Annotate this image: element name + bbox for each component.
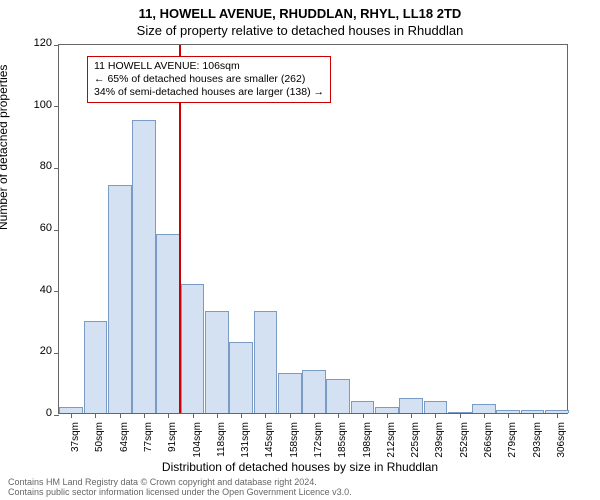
info-box-line-3: 34% of semi-detached houses are larger (… [94,86,324,99]
xtick-label: 104sqm [192,422,203,472]
xtick-label: 172sqm [313,422,324,472]
xtick-mark [435,413,436,418]
chart-title-subtitle: Size of property relative to detached ho… [0,21,600,38]
xtick-mark [363,413,364,418]
xtick-label: 279sqm [507,422,518,472]
ytick-mark [54,353,59,354]
xtick-mark [314,413,315,418]
xtick-mark [290,413,291,418]
histogram-bar [181,284,205,414]
xtick-mark [193,413,194,418]
chart-title-address: 11, HOWELL AVENUE, RHUDDLAN, RHYL, LL18 … [0,0,600,21]
ytick-label: 0 [24,407,52,419]
histogram-bar [132,120,156,413]
xtick-mark [484,413,485,418]
xtick-label: 212sqm [386,422,397,472]
info-box-line-2: ← 65% of detached houses are smaller (26… [94,73,324,86]
ytick-label: 100 [24,99,52,111]
histogram-bar [278,373,302,413]
histogram-bar [302,370,326,413]
histogram-bar [326,379,350,413]
histogram-bar [229,342,253,413]
histogram-bar [351,401,375,413]
xtick-mark [265,413,266,418]
xtick-label: 131sqm [240,422,251,472]
xtick-mark [508,413,509,418]
xtick-label: 118sqm [216,422,227,472]
xtick-label: 77sqm [143,422,154,472]
ytick-label: 80 [24,160,52,172]
ytick-mark [54,415,59,416]
xtick-label: 306sqm [556,422,567,472]
xtick-label: 37sqm [70,422,81,472]
xtick-mark [460,413,461,418]
ytick-mark [54,291,59,292]
footer-line-2: Contains public sector information licen… [8,488,352,498]
ytick-label: 60 [24,222,52,234]
ytick-label: 40 [24,284,52,296]
histogram-plot-area: 11 HOWELL AVENUE: 106sqm← 65% of detache… [58,44,568,414]
xtick-mark [120,413,121,418]
ytick-label: 120 [24,37,52,49]
ytick-mark [54,106,59,107]
histogram-bar [472,404,496,413]
xtick-label: 239sqm [434,422,445,472]
ytick-mark [54,45,59,46]
xtick-mark [533,413,534,418]
histogram-bar [205,311,229,413]
xtick-mark [217,413,218,418]
histogram-bar [108,185,132,413]
xtick-label: 293sqm [532,422,543,472]
xtick-mark [338,413,339,418]
xtick-label: 198sqm [362,422,373,472]
xtick-mark [387,413,388,418]
xtick-label: 64sqm [119,422,130,472]
xtick-label: 145sqm [264,422,275,472]
xtick-mark [557,413,558,418]
xtick-mark [411,413,412,418]
histogram-bar [424,401,448,413]
xtick-mark [168,413,169,418]
xtick-mark [241,413,242,418]
xtick-label: 225sqm [410,422,421,472]
xtick-mark [95,413,96,418]
xtick-label: 185sqm [337,422,348,472]
xtick-label: 50sqm [94,422,105,472]
footer-attribution: Contains HM Land Registry data © Crown c… [8,478,352,498]
y-axis-label: Number of detached properties [0,65,10,230]
histogram-bar [84,321,108,414]
property-info-box: 11 HOWELL AVENUE: 106sqm← 65% of detache… [87,56,331,103]
xtick-mark [71,413,72,418]
info-box-line-1: 11 HOWELL AVENUE: 106sqm [94,60,324,73]
xtick-mark [144,413,145,418]
xtick-label: 252sqm [459,422,470,472]
ytick-mark [54,230,59,231]
ytick-mark [54,168,59,169]
histogram-bar [156,234,180,413]
xtick-label: 266sqm [483,422,494,472]
xtick-label: 91sqm [167,422,178,472]
xtick-label: 158sqm [289,422,300,472]
ytick-label: 20 [24,345,52,357]
histogram-bar [254,311,278,413]
histogram-bar [399,398,423,413]
